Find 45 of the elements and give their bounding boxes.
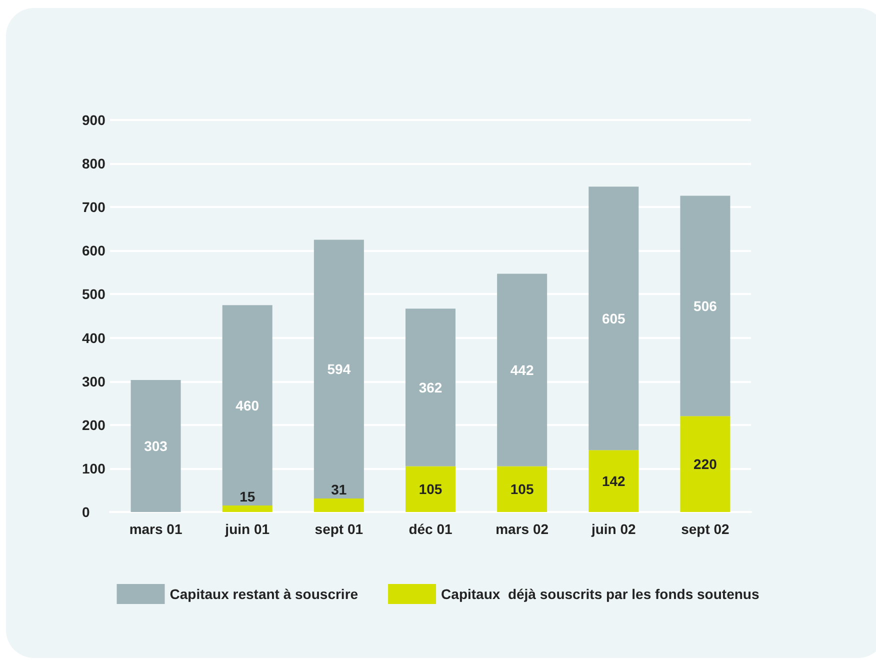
bar <box>497 274 548 466</box>
data-label: 220 <box>694 456 718 472</box>
y-tick-label: 100 <box>82 460 106 476</box>
data-label: 105 <box>510 481 534 498</box>
bar <box>130 380 181 512</box>
bar <box>314 240 364 498</box>
data-label: 605 <box>602 310 626 326</box>
legend-label: Capitaux déjà souscrits par les fonds soutenus <box>441 586 760 602</box>
bar <box>406 466 456 512</box>
data-label: 15 <box>240 488 256 504</box>
data-label: 362 <box>418 379 442 396</box>
y-tick-label: 600 <box>82 242 106 259</box>
y-tick-label: 800 <box>82 156 106 172</box>
bar <box>222 305 272 506</box>
bar <box>588 186 639 450</box>
x-tick-label: sept 01 <box>314 521 364 537</box>
x-tick-label: mars 02 <box>496 521 549 537</box>
data-label: 506 <box>694 298 718 314</box>
bar <box>588 450 639 512</box>
bar <box>680 416 730 512</box>
x-tick-label: mars 01 <box>129 521 182 537</box>
y-tick-label: 400 <box>82 330 106 346</box>
y-tick-label: 500 <box>82 286 106 302</box>
bar <box>314 498 364 512</box>
legend-label: Capitaux restant à souscrire <box>170 586 358 602</box>
data-label: 442 <box>510 362 534 378</box>
y-tick-label: 900 <box>82 112 106 128</box>
x-tick-label: déc 01 <box>408 521 453 537</box>
bar <box>406 308 456 466</box>
bar <box>497 466 548 512</box>
data-label: 31 <box>331 482 347 498</box>
x-tick-label: juin 01 <box>224 521 270 537</box>
x-tick-label: juin 02 <box>590 521 636 537</box>
y-tick-label: 200 <box>82 416 106 433</box>
y-tick-label: 700 <box>82 199 106 216</box>
x-tick-label: sept 02 <box>681 521 730 537</box>
data-label: 105 <box>418 481 442 498</box>
y-tick-label: 300 <box>82 373 106 390</box>
bar <box>222 505 272 512</box>
bar <box>680 196 730 416</box>
data-label: 594 <box>327 361 351 378</box>
data-label: 460 <box>236 397 260 414</box>
data-label: 303 <box>144 438 168 454</box>
y-tick-label: 0 <box>82 504 90 520</box>
data-label: 142 <box>602 473 626 490</box>
